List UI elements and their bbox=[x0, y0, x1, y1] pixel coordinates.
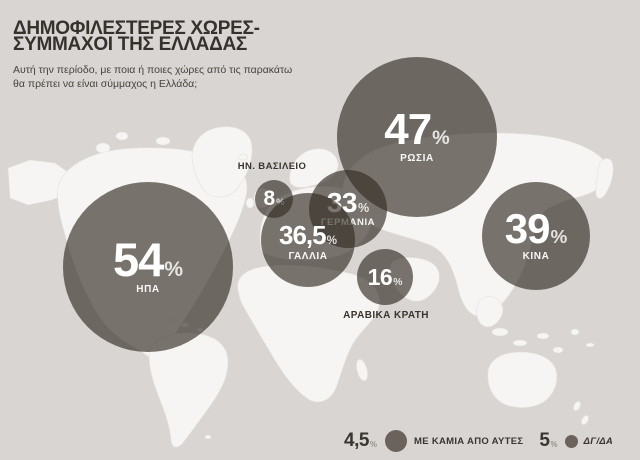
question-line-1: Αυτή την περίοδο, με ποια ή ποιες χώρες … bbox=[13, 64, 293, 76]
percent-sign: % bbox=[550, 439, 558, 449]
bubble-france: 36,5% ΓΑΛΛΙΑ bbox=[261, 193, 355, 287]
bubble-uk-value: 8 bbox=[263, 186, 276, 210]
legend-none-circle-icon bbox=[385, 430, 408, 452]
title-line-2: ΣΥΜΜΑΧΟΙ ΤΗΣ ΕΛΛΑΔΑΣ bbox=[13, 34, 247, 55]
bubble-china: 39% ΚΙΝΑ bbox=[482, 182, 590, 290]
question-line-2: θα πρέπει να είναι σύμμαχος η Ελλάδα; bbox=[13, 77, 198, 90]
percent-sign: % bbox=[369, 439, 378, 449]
bubble-france-value: 36,5 bbox=[278, 220, 327, 251]
percent-sign: % bbox=[393, 276, 403, 288]
bubble-usa-value: 54 bbox=[112, 232, 164, 286]
bubble-china-label: ΚΙΝΑ bbox=[522, 250, 550, 262]
bubble-usa-label: ΗΠΑ bbox=[136, 284, 160, 296]
bubble-russia-label: ΡΩΣΙΑ bbox=[400, 152, 434, 164]
bubble-china-value-row: 39% bbox=[504, 205, 568, 253]
poll-question: Αυτή την περίοδο, με ποια ή ποιες χώρες … bbox=[13, 64, 292, 91]
greenland bbox=[191, 126, 253, 198]
continent-africa bbox=[237, 264, 380, 403]
legend: 4,5 % ΜΕ ΚΑΜΙΑ ΑΠΟ ΑΥΤΕΣ 5 % ΔΓ/ΔΑ bbox=[344, 428, 613, 454]
bubble-russia-value: 47 bbox=[384, 105, 432, 155]
legend-dk-value: 5 bbox=[539, 430, 550, 451]
percent-sign: % bbox=[550, 227, 568, 249]
bubble-arab-value-row: 16% bbox=[367, 263, 403, 290]
page-title: ΔΗΜΟΦΙΛΕΣΤΕΡΕΣ ΧΩΡΕΣ- ΣΥΜΜΑΧΟΙ ΤΗΣ ΕΛΛΑΔ… bbox=[13, 18, 260, 55]
percent-sign: % bbox=[432, 127, 450, 150]
continent-south-america bbox=[148, 332, 229, 448]
bubble-russia-value-row: 47% bbox=[384, 105, 450, 155]
bubble-france-label: ΓΑΛΛΙΑ bbox=[288, 250, 328, 262]
bubble-china-value: 39 bbox=[504, 205, 551, 253]
bubble-usa: 54% ΗΠΑ bbox=[63, 182, 233, 352]
legend-none-value: 4,5 bbox=[344, 430, 369, 451]
percent-sign: % bbox=[326, 234, 337, 248]
bubble-usa-value-row: 54% bbox=[112, 232, 184, 286]
bubble-arab-value: 16 bbox=[367, 263, 393, 290]
arab-states-bubble-caption: ΑΡΑΒΙΚΑ ΚΡΑΤΗ bbox=[343, 310, 429, 321]
legend-dk-circle-icon bbox=[564, 434, 578, 448]
title-line-1: ΔΗΜΟΦΙΛΕΣΤΕΡΕΣ ΧΩΡΕΣ- bbox=[13, 18, 260, 39]
legend-none-label: ΜΕ ΚΑΜΙΑ ΑΠΟ ΑΥΤΕΣ bbox=[414, 435, 524, 447]
bubble-france-value-row: 36,5% bbox=[278, 218, 337, 251]
legend-dk-label: ΔΓ/ΔΑ bbox=[583, 435, 614, 447]
percent-sign: % bbox=[357, 200, 370, 215]
uk-bubble-caption: ΗΝ. ΒΑΣΙΛΕΙΟ bbox=[237, 161, 307, 172]
continent-oceania bbox=[487, 351, 589, 425]
percent-sign: % bbox=[164, 257, 184, 281]
bubble-arab-states: 16% bbox=[357, 249, 413, 305]
